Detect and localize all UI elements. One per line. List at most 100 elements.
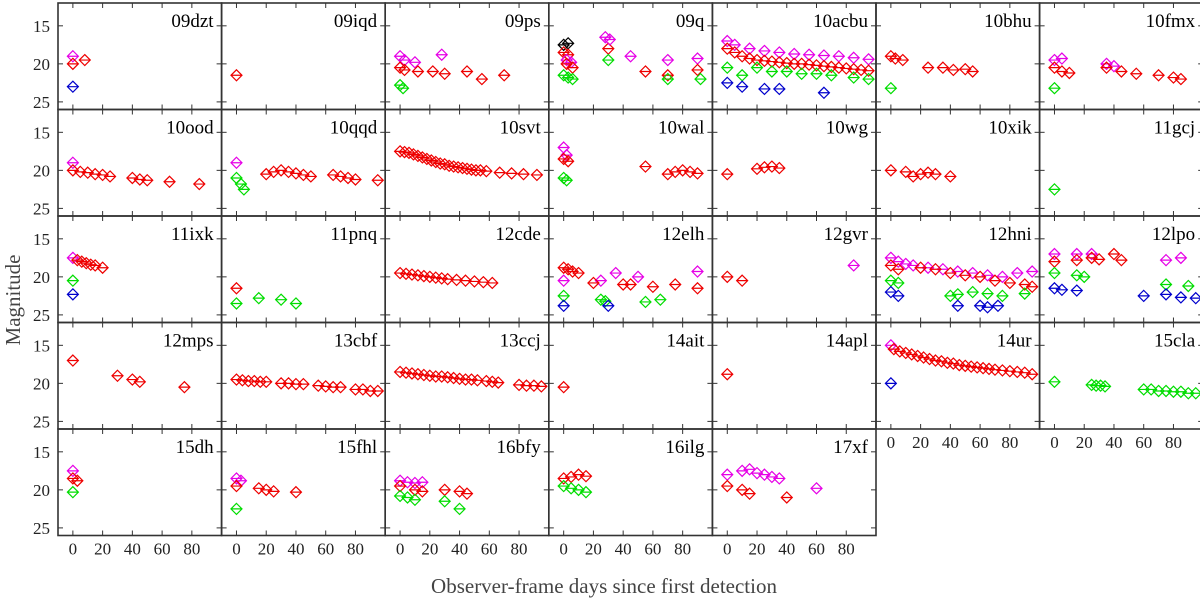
data-points-15fhl (230, 472, 303, 516)
data-point (535, 380, 548, 393)
data-point (817, 59, 831, 73)
data-point (579, 485, 593, 499)
data-point (572, 266, 585, 280)
data-point (728, 46, 742, 59)
data-point (1025, 265, 1039, 278)
data-point (349, 173, 362, 186)
data-point (133, 173, 147, 186)
data-point (661, 68, 675, 82)
data-point (847, 259, 861, 272)
panel-14apl: 14apl (711, 321, 877, 430)
data-point (929, 262, 942, 276)
data-point (1100, 61, 1113, 75)
data-point (371, 173, 385, 187)
data-point (1107, 247, 1121, 261)
x-tick-label: 80 (1165, 433, 1182, 452)
data-point (259, 375, 273, 389)
panel-12mps: 12mps (57, 321, 223, 430)
data-point (609, 266, 623, 280)
panel-title: 13ccj (500, 331, 541, 352)
data-point (891, 276, 905, 290)
data-point (66, 485, 80, 499)
data-point (66, 57, 80, 71)
y-tick-label: 20 (33, 374, 50, 393)
data-point (560, 173, 573, 187)
data-point (862, 72, 875, 86)
y-tick-label: 15 (33, 17, 50, 36)
data-point (1048, 375, 1061, 389)
data-point (505, 167, 518, 180)
panel-12cde: 12cde (384, 215, 550, 324)
data-point (1152, 68, 1165, 82)
panel-title: 11gcj (1154, 118, 1196, 139)
data-point (988, 274, 1002, 288)
data-point (334, 380, 347, 394)
panel-title: 12cde (495, 224, 540, 245)
data-point (758, 82, 771, 96)
panel-09q: 09q (547, 2, 714, 111)
x-tick-label: 60 (644, 540, 661, 559)
data-point (475, 72, 489, 86)
panel-10qqd: 10qqd (220, 108, 387, 217)
data-points-14ur (884, 338, 1039, 390)
data-point (780, 491, 794, 504)
data-point (408, 493, 422, 507)
data-point (765, 55, 779, 68)
data-point (966, 285, 980, 299)
data-point (893, 345, 907, 358)
data-point (230, 297, 243, 310)
data-point (802, 58, 816, 71)
data-point (884, 164, 898, 177)
data-point (951, 299, 965, 313)
data-point (438, 483, 452, 497)
data-point (691, 265, 704, 278)
data-point (66, 274, 80, 288)
data-point (411, 65, 425, 78)
data-point (1048, 61, 1061, 75)
data-point (416, 485, 429, 498)
panel-title: 15fhl (337, 437, 377, 458)
data-points-13cbf (230, 373, 385, 398)
data-point (557, 289, 571, 303)
x-tick-label: 80 (183, 540, 200, 559)
data-point (743, 487, 756, 501)
data-point (921, 61, 935, 75)
panel-title: 14ait (666, 331, 705, 352)
data-point (720, 61, 734, 75)
panel-title: 12lpo (1152, 224, 1195, 245)
panel-10xik: 10xik (875, 108, 1041, 217)
data-points-09q (557, 30, 707, 86)
data-point (862, 64, 875, 78)
panel-11ixk: 11ixk (57, 215, 223, 324)
data-point (140, 173, 154, 187)
data-point (491, 376, 505, 389)
data-point (884, 259, 898, 272)
data-point (1137, 289, 1151, 303)
data-points-15dh (66, 464, 84, 499)
data-points-10xik (884, 164, 957, 183)
data-point (178, 380, 191, 394)
data-point (795, 57, 808, 71)
y-axis-label: Magnitude (1, 255, 25, 346)
panel-title: 11pnq (330, 224, 377, 245)
data-point (946, 63, 960, 77)
data-point (996, 270, 1009, 284)
data-point (839, 62, 853, 75)
data-point (810, 59, 823, 72)
data-point (817, 86, 831, 100)
panels-group: 09dzt 09iqd 09ps 09q 10acbu 10bhu 10fmx 10ood 10… (57, 2, 1200, 537)
panel-10svt: 10svt (384, 108, 550, 217)
data-point (884, 251, 898, 265)
data-point (163, 175, 176, 189)
data-point (668, 278, 682, 291)
data-point (1003, 276, 1017, 290)
data-point (1129, 67, 1143, 81)
data-point (691, 63, 704, 77)
data-point (557, 141, 571, 154)
panel-16ilg: 16ilg (547, 428, 714, 537)
x-tick-label: 80 (674, 540, 691, 559)
data-point (88, 167, 102, 181)
data-point (891, 289, 905, 303)
panel-10wal: 10wal (547, 108, 714, 217)
